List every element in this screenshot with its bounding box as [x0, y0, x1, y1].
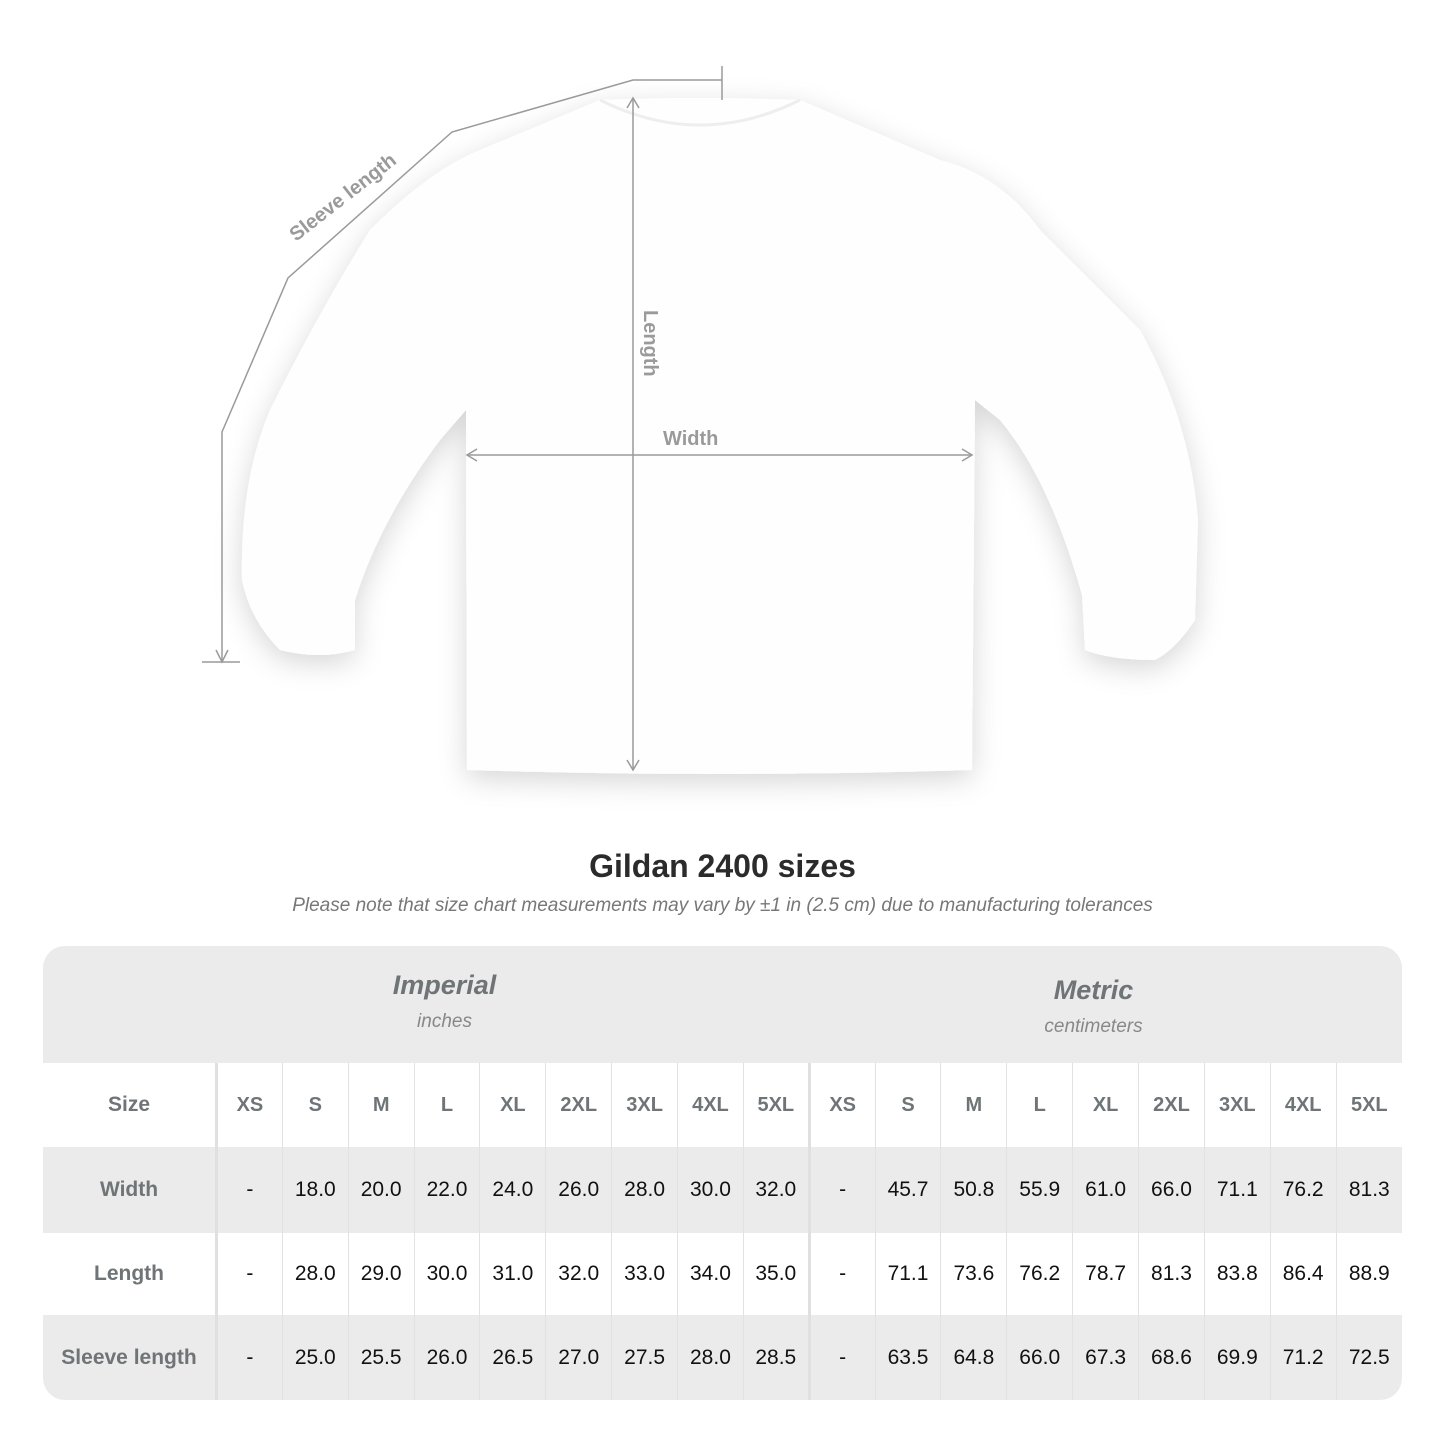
metric-size-header: 5XL — [1335, 1063, 1402, 1147]
imperial-value-cell: 24.0 — [479, 1147, 546, 1233]
width-label: Width — [663, 428, 718, 450]
imperial-unit: inches — [417, 1011, 472, 1032]
imperial-size-header: 5XL — [742, 1063, 810, 1147]
metric-value-cell: 66.0 — [1138, 1147, 1205, 1233]
size-header-row: Size XS S M L XL 2XL 3XL 4XL 5XL XS S M L XL 2XL 3XL 4XL 5… — [43, 1063, 1402, 1147]
metric-value-cell: - — [807, 1147, 876, 1233]
metric-value-cell: 71.2 — [1269, 1315, 1337, 1400]
metric-size-header: 3XL — [1203, 1063, 1271, 1147]
imperial-size-header: XL — [479, 1063, 546, 1147]
metric-value-cell: 66.0 — [1006, 1315, 1073, 1400]
metric-value-cell: 81.3 — [1138, 1233, 1205, 1315]
imperial-size-header: XS — [216, 1063, 283, 1147]
metric-value-cell: 68.6 — [1138, 1315, 1205, 1400]
imperial-value-cell: 31.0 — [479, 1233, 546, 1315]
metric-value-cell: 88.9 — [1335, 1233, 1402, 1315]
collar — [599, 98, 801, 127]
imperial-value-cell: 18.0 — [281, 1147, 349, 1233]
imperial-value-cell: 25.0 — [281, 1315, 349, 1400]
imperial-value-cell: 28.5 — [742, 1315, 810, 1400]
metric-value-cell: 61.0 — [1072, 1147, 1139, 1233]
table-row: Sleeve length -25.0 25.5 26.0 26.5 27.0 27.5 28… — [43, 1315, 1402, 1400]
long-sleeve-shirt — [241, 98, 1198, 774]
metric-value-cell: - — [807, 1315, 876, 1400]
metric-value-cell: 63.5 — [874, 1315, 941, 1400]
imperial-size-header: S — [281, 1063, 349, 1147]
imperial-header: Imperial inches — [215, 970, 674, 1033]
size-table-panel: Imperial inches Metric centimeters Size X… — [43, 946, 1402, 1400]
imperial-title: Imperial — [392, 970, 497, 1000]
imperial-value-cell: 28.0 — [677, 1315, 744, 1400]
shirt-measurement-diagram: Sleeve length Length Width — [202, 66, 1198, 774]
imperial-value-cell: 33.0 — [611, 1233, 678, 1315]
imperial-value-cell: 30.0 — [413, 1233, 480, 1315]
metric-value-cell: 64.8 — [940, 1315, 1007, 1400]
metric-value-cell: 73.6 — [940, 1233, 1007, 1315]
metric-value-cell: 86.4 — [1269, 1233, 1337, 1315]
imperial-value-cell: 34.0 — [677, 1233, 744, 1315]
size-label: Size — [43, 1063, 218, 1147]
imperial-size-header: M — [347, 1063, 415, 1147]
table-row: Width -18.0 20.0 22.0 24.0 26.0 28.0 30.0 32.0-4… — [43, 1147, 1402, 1233]
metric-size-header: L — [1006, 1063, 1073, 1147]
row-label: Sleeve length — [43, 1315, 218, 1400]
metric-value-cell: 81.3 — [1335, 1147, 1402, 1233]
metric-header: Metric centimeters — [810, 975, 1377, 1038]
metric-value-cell: 71.1 — [874, 1233, 941, 1315]
imperial-value-cell: 26.0 — [413, 1315, 480, 1400]
measurement-lines — [202, 66, 974, 772]
sleeve-measure-line — [221, 79, 722, 662]
metric-value-cell: 83.8 — [1203, 1233, 1271, 1315]
metric-value-cell: - — [807, 1233, 876, 1315]
metric-value-cell: 67.3 — [1072, 1315, 1139, 1400]
unit-system-header: Imperial inches Metric centimeters — [43, 946, 1402, 1063]
length-label: Length — [639, 310, 661, 377]
table-row: Length -28.0 29.0 30.0 31.0 32.0 33.0 34.0 35.0-… — [43, 1233, 1402, 1315]
imperial-value-cell: 28.0 — [611, 1147, 678, 1233]
imperial-value-cell: 26.0 — [545, 1147, 612, 1233]
imperial-value-cell: 28.0 — [281, 1233, 349, 1315]
imperial-value-cell: 27.5 — [611, 1315, 678, 1400]
imperial-value-cell: - — [216, 1147, 283, 1233]
metric-value-cell: 45.7 — [874, 1147, 941, 1233]
imperial-value-cell: 22.0 — [413, 1147, 480, 1233]
imperial-size-header: 3XL — [611, 1063, 678, 1147]
imperial-value-cell: 32.0 — [742, 1147, 810, 1233]
imperial-size-header: 4XL — [677, 1063, 744, 1147]
metric-title: Metric — [1053, 975, 1134, 1005]
imperial-value-cell: 30.0 — [677, 1147, 744, 1233]
metric-size-header: S — [874, 1063, 941, 1147]
imperial-value-cell: 32.0 — [545, 1233, 612, 1315]
metric-value-cell: 76.2 — [1006, 1233, 1073, 1315]
metric-value-cell: 55.9 — [1006, 1147, 1073, 1233]
imperial-value-cell: 35.0 — [742, 1233, 810, 1315]
metric-value-cell: 50.8 — [940, 1147, 1007, 1233]
page-title: Gildan 2400 sizes — [589, 848, 856, 884]
imperial-value-cell: - — [216, 1315, 283, 1400]
metric-size-header: XL — [1072, 1063, 1139, 1147]
metric-value-cell: 72.5 — [1335, 1315, 1402, 1400]
metric-size-header: XS — [807, 1063, 876, 1147]
imperial-value-cell: - — [216, 1233, 283, 1315]
imperial-value-cell: 26.5 — [479, 1315, 546, 1400]
metric-size-header: M — [940, 1063, 1007, 1147]
imperial-value-cell: 27.0 — [545, 1315, 612, 1400]
metric-value-cell: 69.9 — [1203, 1315, 1271, 1400]
metric-unit: centimeters — [1044, 1016, 1143, 1037]
imperial-value-cell: 25.5 — [347, 1315, 415, 1400]
metric-size-header: 4XL — [1269, 1063, 1337, 1147]
metric-value-cell: 78.7 — [1072, 1233, 1139, 1315]
metric-size-header: 2XL — [1138, 1063, 1205, 1147]
imperial-size-header: L — [413, 1063, 480, 1147]
row-label: Width — [43, 1147, 218, 1233]
imperial-value-cell: 29.0 — [347, 1233, 415, 1315]
row-label: Length — [43, 1233, 218, 1315]
imperial-value-cell: 20.0 — [347, 1147, 415, 1233]
imperial-size-header: 2XL — [545, 1063, 612, 1147]
metric-value-cell: 71.1 — [1203, 1147, 1271, 1233]
size-table: Size XS S M L XL 2XL 3XL 4XL 5XL XS S M L XL 2XL 3XL 4XL 5… — [43, 1063, 1402, 1400]
metric-value-cell: 76.2 — [1269, 1147, 1337, 1233]
tolerance-note: Please note that size chart measurements… — [292, 895, 1153, 916]
